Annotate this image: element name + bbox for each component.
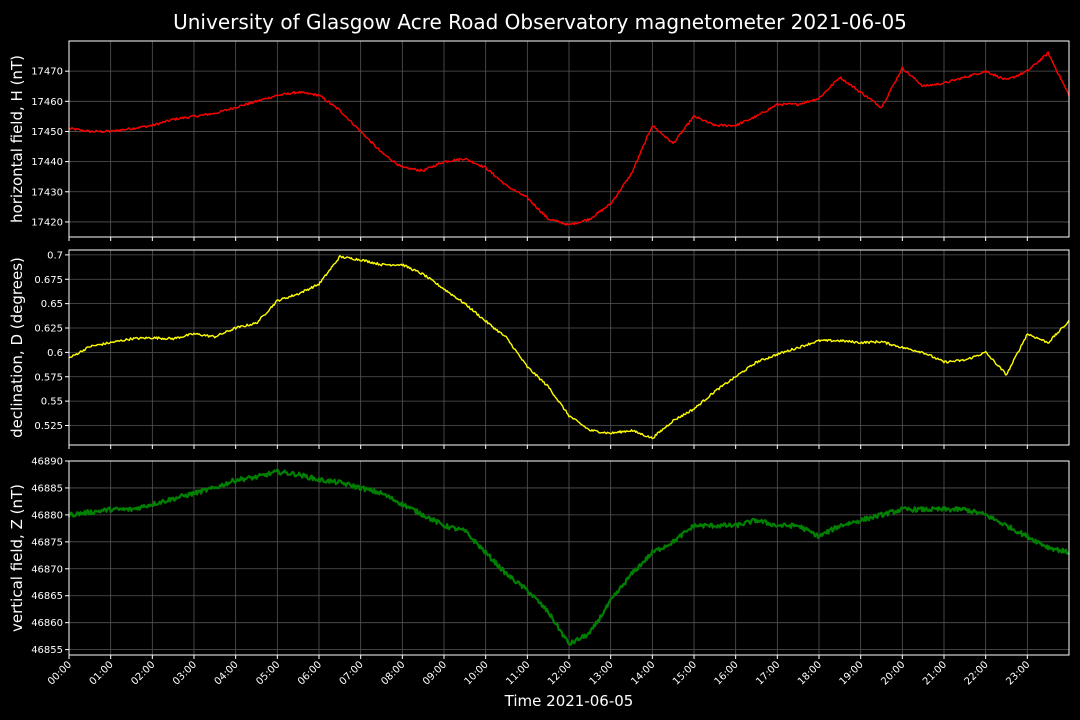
x-tick-label: 06:00 (296, 659, 324, 687)
y-tick-label: 46885 (31, 483, 63, 494)
y-axis-label: horizontal field, H (nT) (8, 55, 26, 223)
y-axis-label: declination, D (degrees) (8, 257, 26, 438)
x-tick-label: 14:00 (629, 659, 657, 687)
x-tick-label: 23:00 (1004, 659, 1032, 687)
y-tick-label: 0.6 (47, 348, 63, 359)
x-tick-label: 03:00 (171, 659, 199, 687)
x-tick-label: 10:00 (463, 659, 491, 687)
y-axis-label: vertical field, Z (nT) (8, 484, 26, 632)
y-tick-label: 0.7 (47, 250, 63, 261)
y-tick-label: 46865 (31, 591, 63, 602)
y-tick-label: 17420 (31, 217, 63, 228)
x-tick-label: 12:00 (546, 659, 574, 687)
y-tick-label: 17450 (31, 127, 63, 138)
x-tick-label: 01:00 (88, 659, 116, 687)
y-tick-label: 46875 (31, 537, 63, 548)
panel-frame (68, 249, 1070, 446)
y-tick-label: 17460 (31, 97, 63, 108)
y-tick-label: 46890 (31, 457, 63, 468)
series-line-1 (68, 51, 1070, 226)
panel-2: 0.525 0.55 0.575 0.6 0.625 0.65 0.675 0.7 declin… (8, 249, 1070, 449)
panel-frame (68, 40, 1070, 238)
y-tick-label: 17440 (31, 157, 63, 168)
panel-3: 46855 46860 46865 46870 46875 46880 46885 46890… (8, 457, 1070, 659)
x-tick-label: 04:00 (213, 659, 241, 687)
x-tick-label: 22:00 (963, 659, 991, 687)
x-tick-label: 07:00 (338, 659, 366, 687)
x-tick-label: 00:00 (46, 659, 74, 687)
y-tick-label: 0.675 (34, 275, 63, 286)
x-tick-label: 09:00 (421, 659, 449, 687)
y-tick-label: 46855 (31, 645, 63, 656)
y-tick-label: 0.625 (34, 324, 63, 335)
x-tick-label: 20:00 (879, 659, 907, 687)
x-tick-label: 17:00 (754, 659, 782, 687)
y-tick-label: 0.55 (41, 397, 63, 408)
x-axis-label: Time 2021-06-05 (504, 692, 634, 710)
y-tick-label: 17470 (31, 67, 63, 78)
series-line-3 (67, 468, 1070, 647)
x-tick-label: 18:00 (796, 659, 824, 687)
y-tick-label: 0.525 (34, 421, 63, 432)
y-tick-label: 46880 (31, 510, 63, 521)
y-tick-label: 46860 (31, 618, 63, 629)
y-tick-label: 46870 (31, 564, 63, 575)
y-tick-label: 0.575 (34, 372, 63, 383)
x-tick-label: 15:00 (671, 659, 699, 687)
panel-frame (68, 460, 1070, 656)
x-tick-label: 11:00 (504, 659, 532, 687)
x-tick-label: 13:00 (588, 659, 616, 687)
panels-group: 17420 17430 17440 17450 17460 17470 horizontal… (8, 40, 1070, 659)
x-tick-label: 19:00 (838, 659, 866, 687)
x-axis-ticks: 00:00 01:00 02:00 03:00 04:00 05:00 06:00 07:00… (46, 659, 1032, 687)
y-tick-label: 17430 (31, 187, 63, 198)
x-tick-label: 05:00 (254, 659, 282, 687)
y-tick-label: 0.65 (41, 299, 63, 310)
x-tick-label: 02:00 (129, 659, 157, 687)
x-tick-label: 08:00 (379, 659, 407, 687)
x-tick-label: 21:00 (921, 659, 949, 687)
series-line-2 (68, 255, 1070, 440)
panel-1: 17420 17430 17440 17450 17460 17470 horizontal… (8, 40, 1070, 241)
x-tick-label: 16:00 (713, 659, 741, 687)
chart-title: University of Glasgow Acre Road Observat… (173, 10, 907, 34)
